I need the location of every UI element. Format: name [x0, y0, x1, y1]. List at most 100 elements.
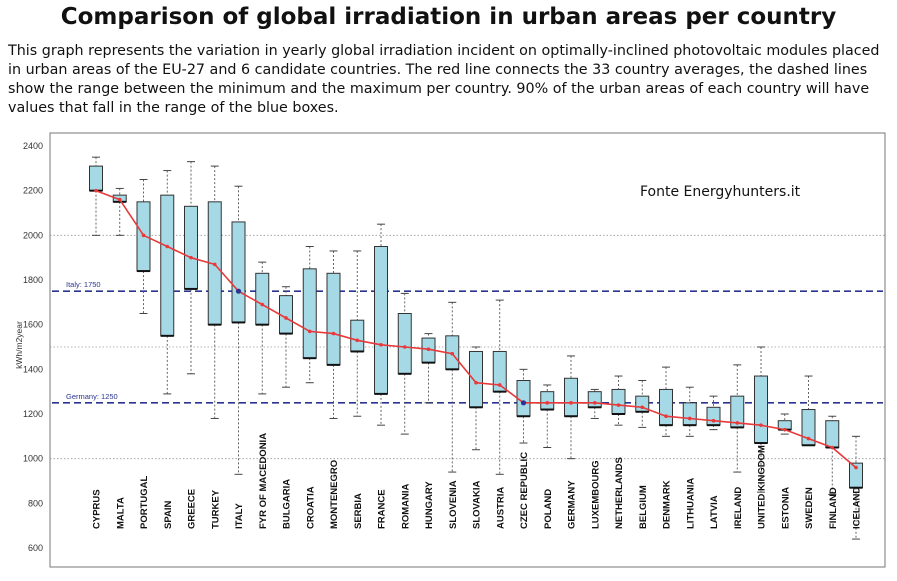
y-tick-label: 600	[28, 543, 43, 553]
box-range	[231, 221, 246, 323]
category-label: SLOVENIA	[448, 480, 459, 529]
mean-point	[355, 338, 360, 343]
mean-point	[640, 405, 645, 410]
y-tick-label: 1600	[23, 320, 43, 330]
mean-point	[94, 188, 98, 193]
category-label: ITALY	[234, 502, 245, 529]
chart-title: Comparison of global irradiation in urba…	[60, 4, 837, 30]
mean-point	[616, 403, 621, 407]
category-label: CROATIA	[305, 486, 316, 529]
category-label: LATVIA	[709, 495, 720, 529]
category-label: GERMANY	[567, 480, 578, 529]
mean-point	[782, 427, 787, 432]
box-range	[350, 319, 365, 352]
mean-point	[141, 233, 146, 238]
category-label: BULGARIA	[282, 479, 293, 529]
y-tick-label: 2400	[23, 141, 43, 151]
y-tick-label: 2200	[23, 186, 43, 196]
box-range	[89, 165, 103, 192]
y-tick-label: 800	[28, 498, 43, 508]
box-range	[825, 420, 840, 449]
category-label: CZEC REPUBLIC	[519, 452, 530, 529]
category-label: BELGIUM	[638, 485, 649, 529]
box-range	[587, 391, 602, 408]
reference-line-label: Germany: 1250	[66, 392, 118, 401]
y-axis-label: kWh/m2year	[14, 321, 24, 369]
mean-point	[830, 445, 835, 450]
reference-marker	[235, 288, 242, 294]
box-range	[184, 205, 198, 290]
mean-point	[687, 416, 692, 421]
box-netherlands	[611, 375, 626, 426]
mean-point	[307, 329, 312, 334]
reference-line-label: Italy: 1750	[66, 280, 101, 289]
mean-point	[426, 347, 431, 352]
category-label: GREECE	[187, 489, 198, 529]
mean-point	[497, 383, 502, 387]
category-label: AUSTRIA	[495, 487, 506, 529]
category-label: IRELAND	[733, 487, 744, 529]
plot-frame	[49, 132, 886, 568]
box-croatia	[302, 246, 317, 384]
mean-point	[331, 331, 336, 336]
category-label: DENMARK	[662, 480, 673, 529]
box-range	[516, 380, 531, 417]
box-finland	[825, 415, 840, 495]
mean-point	[450, 351, 455, 356]
box-poland	[540, 384, 555, 448]
source-note: Fonte Energyhunters.it	[640, 184, 801, 200]
mean-point	[592, 401, 597, 405]
mean-point	[545, 401, 550, 405]
category-label: CYPRUS	[92, 489, 103, 529]
box-greece	[184, 161, 198, 375]
mean-point	[379, 342, 383, 347]
y-tick-label: 1400	[23, 364, 43, 374]
box-spain	[160, 170, 175, 395]
category-label: SWEDEN	[804, 487, 815, 529]
box-bulgaria	[279, 286, 293, 388]
y-tick-label: 2000	[23, 230, 43, 240]
category-label: ICELAND	[852, 487, 863, 529]
box-range	[682, 402, 697, 426]
mean-point	[735, 421, 740, 425]
mean-point	[260, 302, 265, 307]
box-range	[397, 313, 412, 375]
box-serbia	[350, 250, 365, 417]
box-romania	[397, 292, 412, 435]
category-label: FYR OF MACEDONIA	[258, 433, 269, 529]
category-label: SPAIN	[163, 501, 174, 529]
mean-point	[854, 465, 858, 470]
category-label: ROMANIA	[400, 483, 411, 529]
category-label: MONTENEGRO	[329, 460, 340, 529]
box-montenegro	[326, 250, 341, 419]
mean-point	[189, 255, 193, 260]
box-iceland	[849, 435, 863, 540]
y-tick-label: 1000	[23, 454, 43, 464]
mean-point	[117, 197, 122, 202]
box-lithuania	[682, 386, 697, 437]
box-range	[374, 246, 388, 395]
category-label: FRANCE	[377, 489, 388, 529]
category-label: PORTUGAL	[139, 476, 150, 530]
box-sweden	[801, 375, 816, 447]
mean-point	[165, 244, 170, 249]
category-label: MALTA	[115, 497, 126, 529]
box-ireland	[730, 364, 745, 473]
category-label: UNITED KINGDOM	[757, 445, 768, 529]
box-range	[754, 375, 768, 444]
reference-marker	[520, 400, 527, 406]
category-label: FINLAND	[828, 487, 839, 529]
box-range	[326, 272, 341, 366]
category-label: HUNGARY	[424, 481, 435, 529]
box-czec-republic	[516, 368, 531, 444]
box-range	[540, 391, 555, 411]
box-italy	[231, 185, 246, 475]
category-label: LITHUANIA	[685, 478, 696, 529]
category-label: POLAND	[543, 489, 554, 529]
mean-point	[474, 380, 478, 385]
box-france	[374, 223, 388, 426]
category-label: LUXEMBOURG	[590, 460, 601, 529]
box-range	[302, 268, 317, 359]
box-range	[469, 350, 483, 408]
